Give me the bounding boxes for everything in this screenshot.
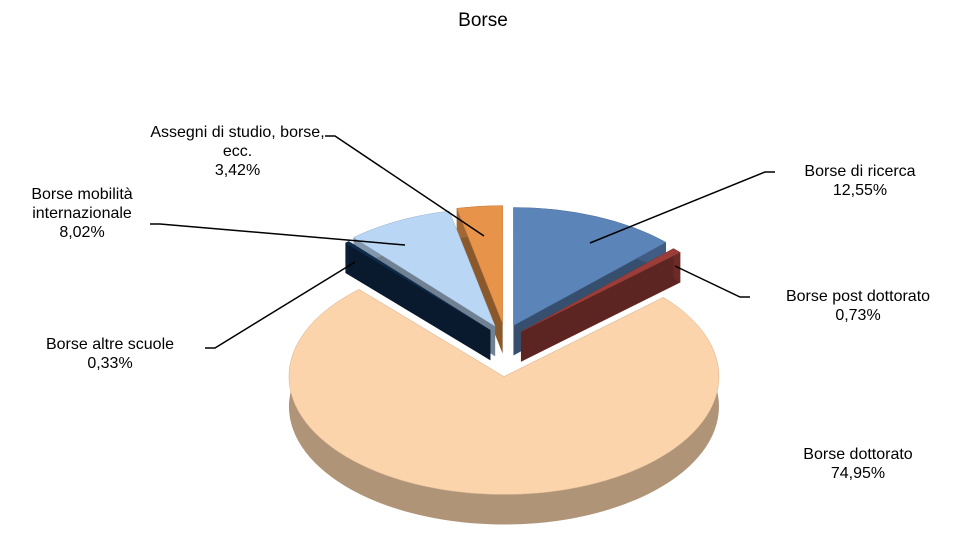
value-label: 12,55% — [832, 182, 888, 199]
slice — [344, 241, 491, 331]
data-label: Borse di ricerca 12,55% — [770, 162, 950, 200]
slice-wall — [348, 241, 491, 361]
slice — [456, 205, 503, 324]
value-label: 0,33% — [87, 355, 133, 372]
slice-side — [673, 248, 681, 283]
slice — [520, 248, 681, 362]
data-label: Borse dottorato 74,95% — [768, 445, 948, 483]
value-label: 8,02% — [59, 224, 105, 241]
leader-line — [150, 223, 406, 246]
category-label: Borse altre scuole — [45, 336, 175, 353]
category-label: Borse mobilità internazionale — [31, 186, 133, 222]
chart-title: Borse — [458, 10, 508, 31]
slice — [288, 289, 720, 495]
value-label: 74,95% — [830, 465, 886, 482]
data-label: Borse altre scuole 0,33% — [15, 335, 205, 373]
value-label: 3,42% — [214, 162, 261, 179]
category-label: Assegni di studio, borse, ecc. — [150, 124, 325, 160]
data-label: Borse post dottorato 0,73% — [748, 287, 966, 325]
slice — [288, 289, 720, 525]
category-label: Borse post dottorato — [785, 288, 931, 305]
slice-wall — [520, 252, 681, 362]
slice — [344, 241, 491, 361]
leader-line — [325, 135, 485, 237]
category-label: Borse di ricerca — [804, 163, 916, 180]
leader-line — [205, 261, 356, 349]
slice — [520, 248, 681, 332]
data-label: Assegni di studio, borse, ecc. 3,42% — [150, 123, 325, 180]
slice — [513, 207, 667, 326]
category-label: Borse dottorato — [803, 446, 913, 463]
leader-line — [589, 171, 775, 244]
data-label: Borse mobilità internazionale 8,02% — [8, 185, 156, 242]
value-label: 0,73% — [835, 307, 881, 324]
slice-side — [345, 241, 349, 274]
leader-line — [674, 265, 750, 298]
